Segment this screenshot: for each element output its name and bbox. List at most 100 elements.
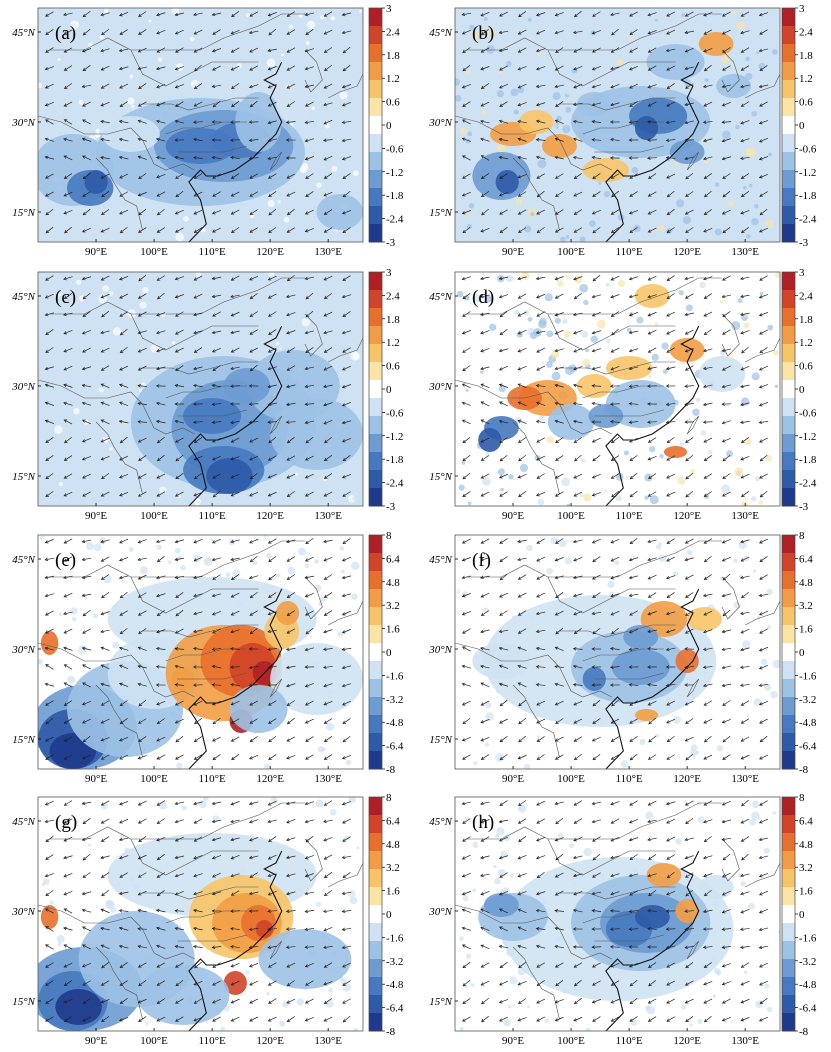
- field-speckle: [126, 56, 132, 61]
- wind-arrow-head: [193, 908, 197, 913]
- wind-arrow: [629, 47, 638, 53]
- colorbar-tick-label: 6.4: [386, 553, 400, 565]
- field-speckle: [557, 124, 561, 128]
- wind-arrow-head: [230, 665, 234, 669]
- wind-arrow: [499, 65, 508, 71]
- wind-arrow: [324, 962, 333, 968]
- wind-arrow-head: [341, 647, 346, 652]
- wind-arrow: [740, 684, 750, 686]
- wind-arrow: [480, 647, 490, 651]
- wind-arrow: [324, 436, 332, 444]
- border-line: [512, 684, 560, 758]
- field-speckle: [183, 305, 187, 309]
- field-speckle: [98, 295, 107, 304]
- wind-arrow-head: [721, 120, 726, 124]
- wind-arrow-head: [100, 820, 105, 824]
- wind-arrow-head: [462, 67, 467, 72]
- wind-arrow-head: [573, 720, 578, 724]
- wind-arrow: [323, 402, 333, 406]
- wind-arrow-head: [480, 175, 485, 179]
- wind-arrow: [573, 30, 583, 34]
- border-line: [455, 115, 612, 171]
- field-speckle: [277, 200, 281, 204]
- field-speckle: [261, 344, 266, 348]
- wind-arrow: [119, 575, 129, 579]
- field-blob: [40, 905, 59, 929]
- coastline: [188, 850, 283, 1031]
- wind-arrow-head: [323, 720, 328, 724]
- wind-arrow-head: [647, 402, 651, 406]
- wind-arrow: [194, 83, 203, 89]
- field-speckle: [352, 170, 359, 177]
- wind-arrow: [536, 66, 546, 70]
- wind-arrow-head: [535, 401, 540, 405]
- wind-arrow: [517, 276, 527, 280]
- field-speckle: [57, 803, 63, 810]
- wind-arrow: [629, 276, 639, 280]
- wind-arrow: [462, 437, 471, 443]
- wind-arrow-head: [304, 909, 309, 914]
- wind-arrow-head: [81, 439, 86, 443]
- wind-arrow: [305, 962, 314, 968]
- borders: [38, 802, 363, 1031]
- wind-arrow-head: [609, 647, 614, 651]
- border-line: [49, 277, 305, 315]
- wind-arrow-head: [758, 385, 763, 389]
- wind-arrow-head: [285, 120, 290, 124]
- wind-arrow-head: [155, 384, 160, 388]
- wind-arrow: [305, 873, 314, 877]
- wind-arrow: [667, 735, 675, 743]
- field-speckle: [275, 572, 281, 578]
- wind-arrow: [323, 29, 333, 35]
- field-speckle: [483, 990, 491, 998]
- field-speckle: [339, 586, 349, 596]
- field-speckle: [689, 749, 698, 757]
- wind-arrow: [555, 980, 564, 986]
- wind-arrow-head: [498, 155, 503, 160]
- wind-arrow: [82, 998, 91, 1004]
- wind-arrow-head: [323, 982, 327, 986]
- wind-arrow-head: [535, 155, 540, 160]
- wind-arrow-head: [286, 439, 291, 444]
- wind-arrow: [518, 227, 527, 233]
- wind-arrow-head: [267, 402, 272, 407]
- wind-arrow-head: [267, 629, 271, 634]
- wind-arrow-head: [137, 137, 142, 142]
- wind-arrow-head: [304, 84, 309, 89]
- wind-arrow: [722, 998, 731, 1004]
- wind-arrow: [249, 275, 259, 281]
- wind-arrow-head: [268, 193, 272, 197]
- wind-arrow-head: [609, 945, 614, 949]
- wind-arrow-head: [286, 576, 291, 580]
- wind-arrow: [305, 909, 315, 913]
- wind-arrow: [175, 735, 184, 743]
- wind-arrow-head: [573, 277, 577, 281]
- wind-arrow-head: [573, 49, 578, 53]
- wind-arrow-head: [573, 137, 577, 142]
- wind-arrow: [536, 962, 545, 968]
- wind-arrow: [480, 11, 490, 17]
- wind-arrow-head: [63, 630, 68, 634]
- wind-arrow-head: [517, 576, 522, 580]
- field-speckle: [54, 400, 59, 405]
- wind-arrow-head: [212, 493, 217, 498]
- wind-arrow: [249, 1016, 259, 1022]
- wind-arrow-head: [554, 664, 558, 669]
- wind-arrow-head: [63, 193, 68, 197]
- field-speckle: [201, 341, 208, 349]
- wind-arrow-head: [341, 85, 346, 89]
- wind-arrow-head: [721, 13, 726, 17]
- colorbar-segment: [369, 571, 382, 590]
- wind-arrow-head: [100, 457, 105, 461]
- border-line: [745, 600, 780, 626]
- wind-arrow-head: [155, 646, 160, 651]
- wind-arrow: [305, 683, 314, 687]
- wind-arrow-head: [666, 720, 670, 724]
- wind-arrow-head: [703, 982, 707, 986]
- wind-arrow: [138, 208, 147, 216]
- wind-arrow-head: [740, 121, 744, 125]
- wind-arrow: [119, 818, 129, 824]
- wind-arrow: [82, 1016, 91, 1022]
- field-speckle: [251, 292, 260, 301]
- wind-arrow-head: [609, 665, 614, 669]
